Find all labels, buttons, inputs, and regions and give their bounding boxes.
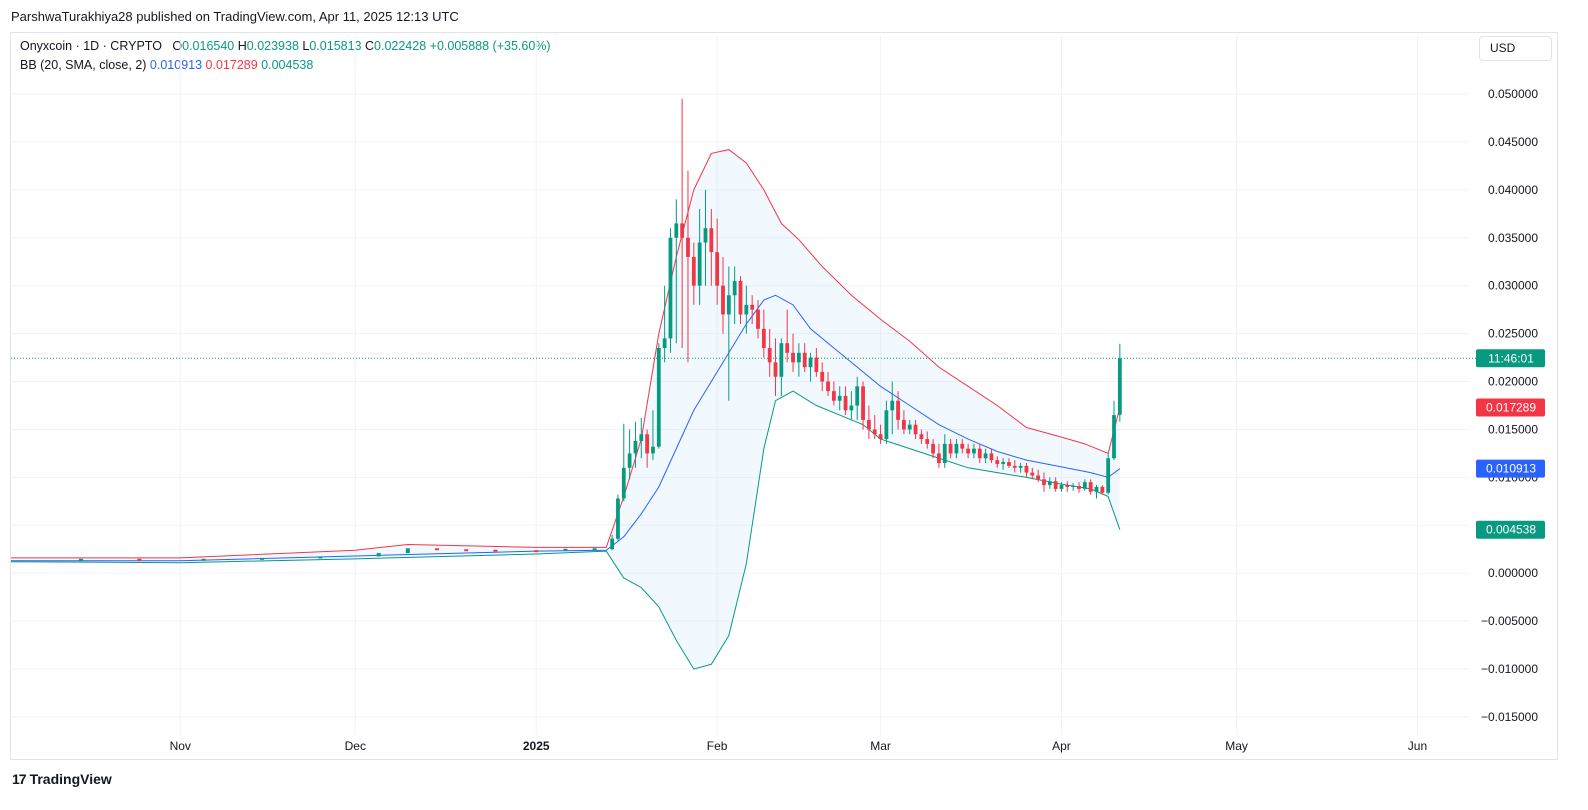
bb-upper-value: 0.017289 [205,58,258,72]
chart-frame [10,32,1558,760]
open-value: 0.016540 [182,39,235,53]
tradingview-brand[interactable]: 17 TradingView [12,771,112,787]
low-value: 0.015813 [309,39,362,53]
symbol-label[interactable]: Onyxcoin · 1D · CRYPTO [20,39,162,53]
brand-name: TradingView [29,771,112,787]
close-key: C [364,39,375,53]
bb-lower-value: 0.004538 [261,58,314,72]
high-key: H [237,39,247,53]
close-value: 0.022428 [374,39,427,53]
ohlc-legend: Onyxcoin · 1D · CRYPTO O0.016540 H0.0239… [20,39,551,53]
low-key: L [302,39,310,53]
bb-legend: BB (20, SMA, close, 2) 0.010913 0.017289… [20,58,313,72]
open-key: O [172,39,183,53]
publisher-line: ParshwaTurakhiya28 published on TradingV… [11,9,459,24]
tradingview-logo-icon: 17 [12,771,27,787]
high-value: 0.023938 [246,39,299,53]
bb-basis-value: 0.010913 [149,58,203,72]
bb-indicator-label[interactable]: BB (20, SMA, close, 2) [20,58,147,72]
currency-button[interactable]: USD [1479,36,1552,61]
change-value: +0.005888 (+35.60%) [429,39,551,53]
